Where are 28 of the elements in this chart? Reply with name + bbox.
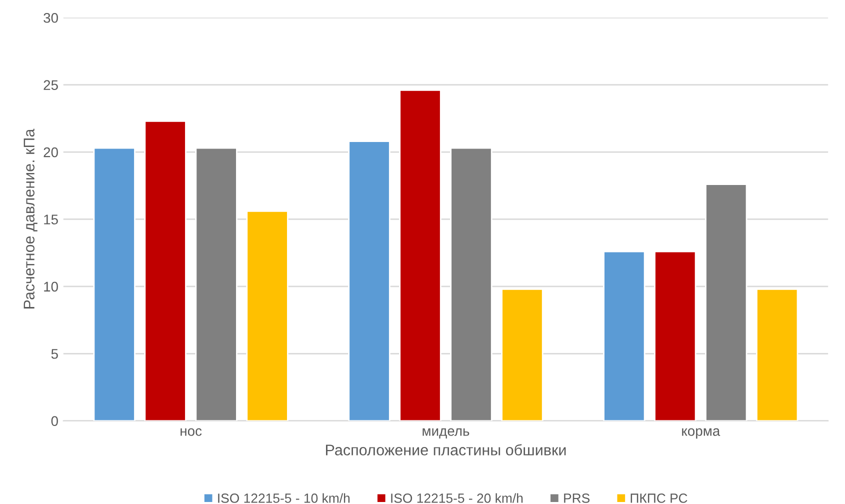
bar: [705, 184, 748, 421]
bar: [603, 250, 646, 421]
y-tick-label: 5: [51, 349, 58, 359]
x-tick-label: нос: [180, 428, 202, 436]
y-axis-title: Расчетное давление. кПа: [24, 128, 38, 308]
legend-label: ISO 12215-5 - 20 km/h: [391, 493, 523, 503]
y-tick-label: 0: [51, 416, 58, 426]
legend-label: ISO 12215-5 - 10 km/h: [218, 493, 350, 503]
y-tick-label: 30: [44, 12, 58, 23]
bar: [756, 288, 798, 421]
x-tick-label: корма: [682, 428, 720, 439]
bar: [195, 147, 238, 421]
y-tick-label: 10: [44, 282, 58, 292]
legend-label: ПКПС РС: [630, 494, 688, 503]
bar: [246, 210, 288, 421]
legend-label: PRS: [564, 494, 590, 503]
bar: [144, 120, 186, 421]
bar: [93, 147, 136, 421]
bar: [450, 147, 492, 421]
bar: [399, 90, 442, 421]
y-tick-label: 25: [44, 80, 58, 90]
bar: [348, 140, 390, 421]
x-axis-title: Расположение пластины обшивки: [326, 444, 566, 456]
bar: [501, 288, 544, 421]
x-tick-label: мидель: [422, 428, 470, 439]
bar: [654, 250, 696, 421]
y-tick-label: 20: [44, 147, 58, 158]
y-tick-label: 15: [44, 214, 58, 224]
